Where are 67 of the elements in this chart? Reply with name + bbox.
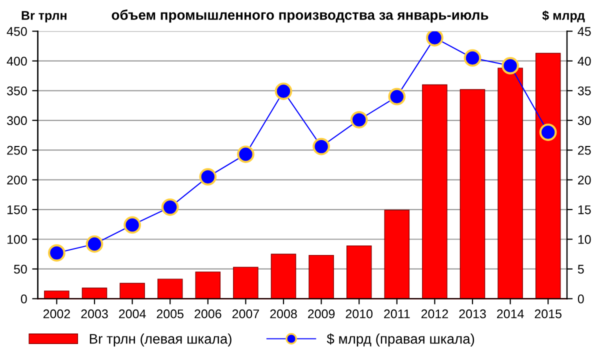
y2-tick-label: 20 [578, 176, 591, 184]
bar [270, 254, 296, 299]
point [86, 235, 104, 253]
x-tick-label: 2003 [81, 309, 108, 318]
y2-tick-label: 15 [578, 205, 591, 214]
bar [82, 288, 108, 299]
y-tick-label: 150 [7, 205, 27, 214]
x-tick-label: 2013 [459, 309, 486, 318]
x-tick-label: 2007 [232, 309, 259, 318]
bar [233, 266, 258, 299]
bar [120, 282, 145, 299]
point [199, 168, 217, 186]
bar [157, 278, 183, 299]
point [388, 88, 406, 106]
bar [535, 52, 561, 299]
y2-tick-label: 0 [578, 294, 584, 304]
y-tick-label: 100 [7, 235, 27, 244]
point [426, 31, 444, 46]
y-tick-label: 300 [7, 116, 27, 126]
y2-tick-label: 40 [578, 56, 591, 66]
x-tick-label: 2011 [384, 309, 410, 318]
point [161, 198, 179, 216]
point [312, 138, 330, 156]
x-tick-label: 2009 [308, 309, 335, 318]
legend-label: Br трлн (левая шкала) [90, 334, 232, 346]
y-tick-label: 200 [7, 176, 27, 184]
y2-axis-title: $ млрд [542, 10, 585, 22]
point [502, 57, 519, 74]
point [464, 49, 482, 67]
bar [460, 89, 486, 299]
bar [384, 210, 410, 299]
y-tick-label: 0 [20, 294, 27, 304]
x-tick-label: 2004 [119, 309, 146, 318]
legend-label: $ млрд (правая шкала) [326, 333, 474, 346]
y-tick-label: 400 [6, 56, 27, 66]
y2-tick-label: 30 [578, 116, 591, 126]
y-tick-label: 350 [7, 86, 27, 96]
x-tick-label: 2005 [156, 309, 184, 318]
y-tick-label: 50 [14, 264, 27, 274]
point [237, 146, 254, 163]
y2-tick-label: 10 [578, 235, 591, 244]
y-tick-label: 250 [7, 146, 27, 155]
y2-tick-label: 25 [578, 146, 591, 155]
bar [308, 254, 334, 299]
x-tick-label: 2006 [194, 309, 222, 318]
bar [44, 290, 70, 299]
x-tick-label: 2012 [421, 309, 448, 318]
x-tick-label: 2014 [497, 309, 524, 318]
bar [498, 68, 523, 299]
y-axis-title: Br трлн [22, 11, 66, 22]
bar [346, 245, 372, 299]
point [539, 124, 557, 141]
point [48, 244, 66, 262]
y-tick-label: 450 [6, 27, 27, 36]
x-tick-label: 2015 [534, 309, 562, 318]
y2-tick-label: 45 [578, 27, 591, 36]
bar [422, 84, 448, 299]
x-tick-label: 2002 [43, 309, 70, 318]
bar [195, 272, 221, 299]
point [350, 111, 368, 128]
chart-title: объем промышленного производства за январь-июль [112, 10, 488, 23]
y2-tick-label: 5 [578, 264, 584, 274]
x-tick-label: 2010 [346, 309, 373, 318]
x-tick-label: 2008 [270, 309, 297, 318]
point [124, 216, 141, 234]
y2-tick-label: 35 [578, 86, 591, 96]
point [274, 82, 292, 100]
